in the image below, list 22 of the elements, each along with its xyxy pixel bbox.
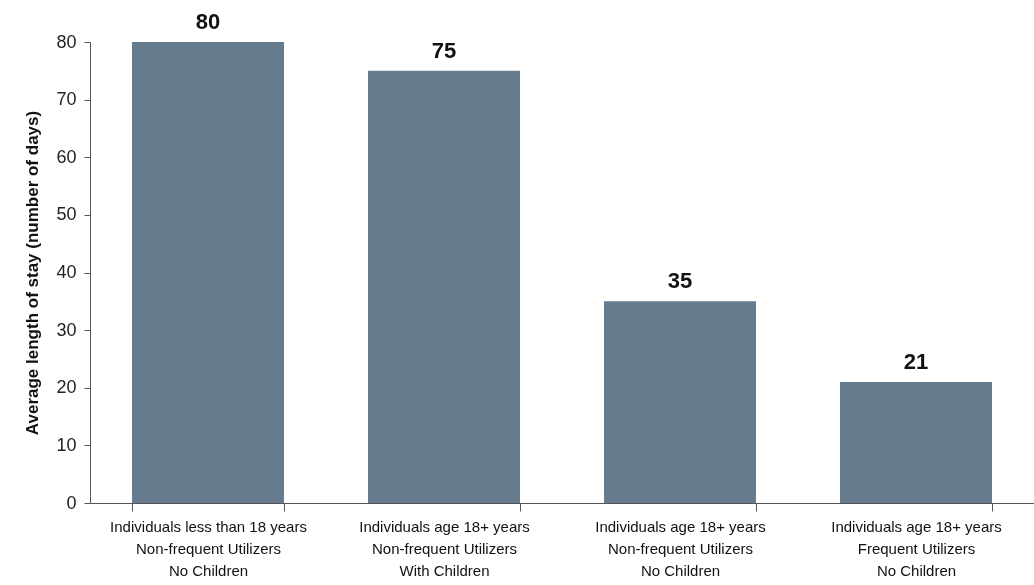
bar [840, 381, 992, 503]
bar [132, 42, 284, 503]
y-tick-label: 50 [56, 204, 77, 225]
bar [604, 301, 756, 503]
y-tick-label: 60 [56, 146, 77, 167]
y-tick-label: 10 [56, 434, 77, 455]
x-tick-label: Individuals less than 18 years Non-frequent Utilizers No Children [110, 517, 307, 579]
y-tick-label: 80 [56, 31, 77, 52]
y-tick-label: 30 [56, 319, 77, 340]
y-tick-label: 20 [56, 377, 77, 398]
y-tick-label: 0 [66, 492, 77, 513]
x-tick-label: Individuals age 18+ years Non-frequent Utilizers No Children [595, 517, 766, 579]
y-tick-label: 40 [56, 262, 77, 282]
y-tick-label: 70 [56, 89, 77, 110]
data-label: 75 [431, 37, 457, 63]
data-label: 21 [903, 348, 929, 374]
y-axis-title: Average length of stay (number of days) [23, 110, 43, 436]
data-label: 35 [667, 268, 693, 294]
x-tick-label: Individuals age 18+ years Frequent Utilizers No Children [831, 517, 1002, 579]
x-tick-label: Individuals age 18+ years Non-frequent Utilizers With Children [359, 517, 530, 579]
bar [368, 70, 520, 503]
data-label: 80 [195, 9, 221, 34]
